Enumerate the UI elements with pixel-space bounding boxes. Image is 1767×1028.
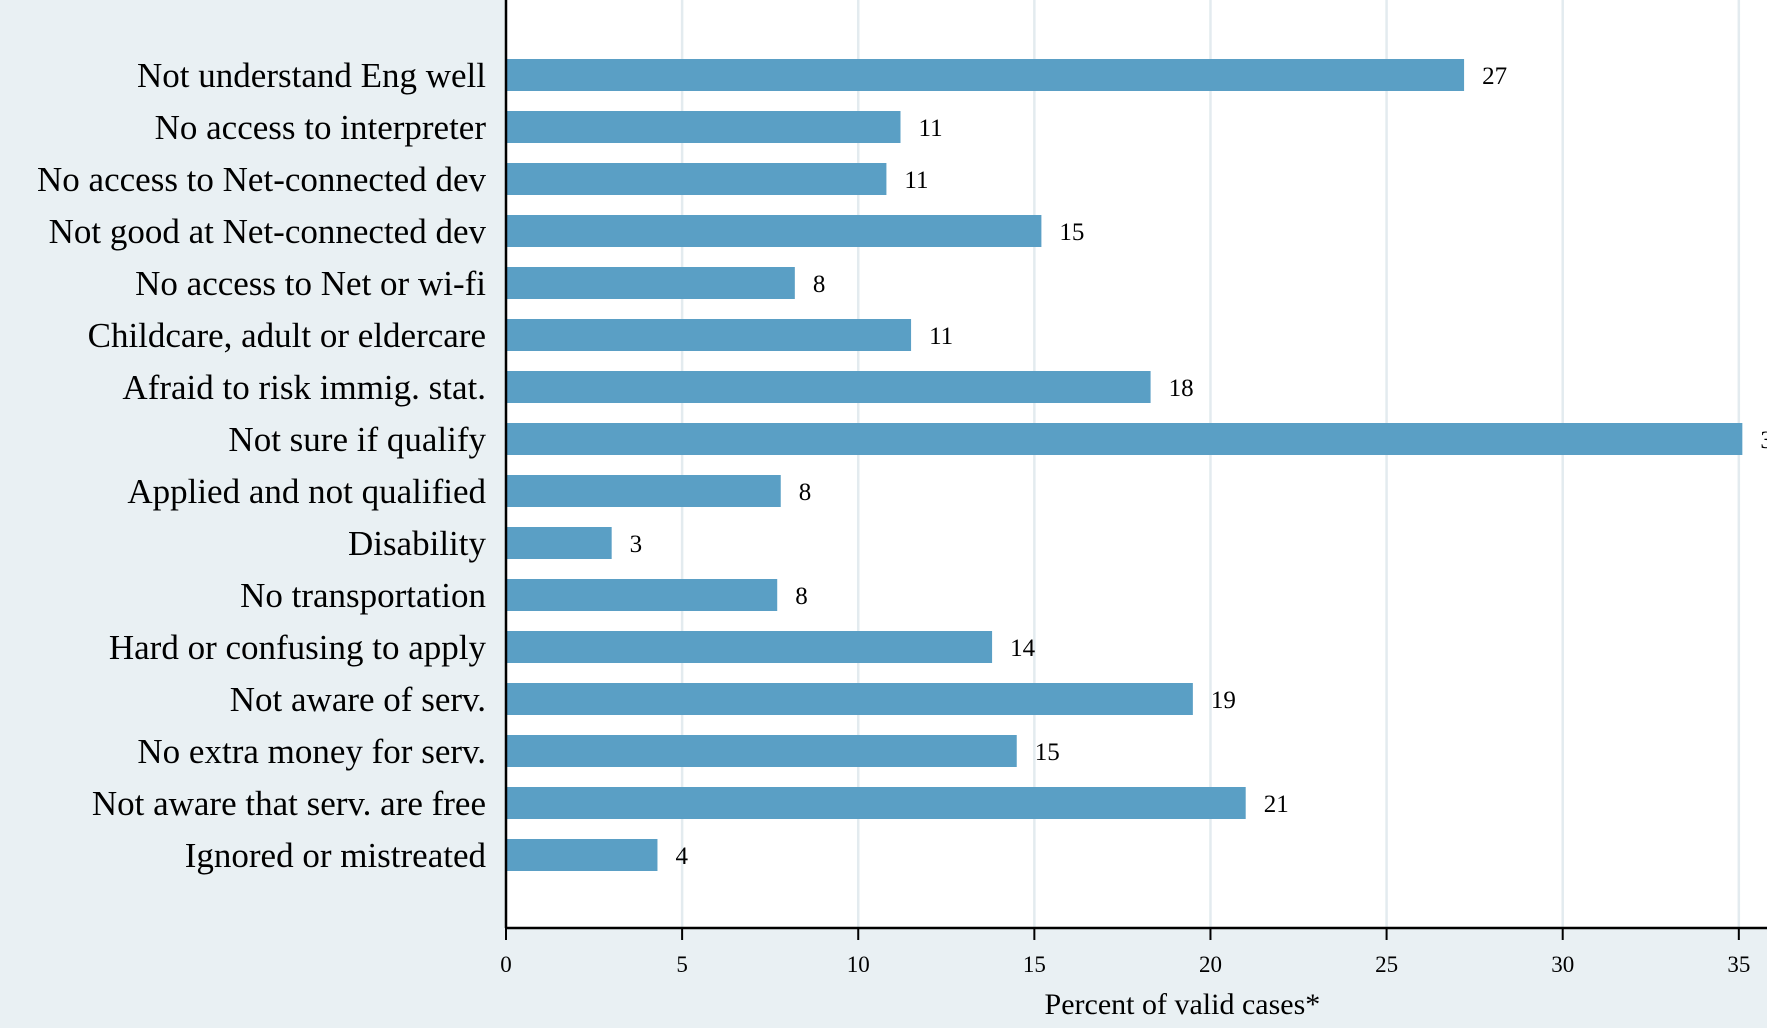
bar bbox=[507, 839, 658, 871]
x-tick-label: 10 bbox=[847, 952, 870, 977]
bar bbox=[507, 423, 1743, 455]
category-label: Not aware that serv. are free bbox=[92, 784, 486, 823]
category-label: No access to interpreter bbox=[155, 108, 487, 147]
category-label: No transportation bbox=[240, 576, 486, 615]
category-label: Not good at Net-connected dev bbox=[49, 212, 487, 251]
category-label: Not understand Eng well bbox=[137, 56, 486, 95]
gridlines bbox=[680, 0, 1741, 928]
x-tick-label: 0 bbox=[500, 952, 512, 977]
axes bbox=[504, 0, 1767, 930]
value-labels: 27 11 11 15 8 11 18 35 8 3 8 14 19 15 21 4 bbox=[630, 63, 1767, 870]
bar bbox=[507, 631, 993, 663]
value-label: 27 bbox=[1482, 63, 1507, 90]
value-label: 8 bbox=[799, 479, 812, 506]
x-tick-label: 5 bbox=[676, 952, 688, 977]
x-ticks: 0 5 10 15 20 25 30 35 bbox=[500, 928, 1750, 977]
x-tick-label: 30 bbox=[1551, 952, 1574, 977]
bar bbox=[507, 111, 901, 143]
bar bbox=[507, 319, 912, 351]
bar bbox=[507, 527, 612, 559]
value-label: 3 bbox=[630, 531, 643, 558]
bar bbox=[507, 163, 887, 195]
category-labels: Not understand Eng well No access to inte… bbox=[37, 56, 486, 875]
bar bbox=[507, 683, 1193, 715]
x-tick-label: 35 bbox=[1727, 952, 1750, 977]
bars bbox=[507, 59, 1743, 871]
x-tick-label: 20 bbox=[1199, 952, 1222, 977]
value-label: 8 bbox=[795, 583, 808, 610]
bar bbox=[507, 59, 1465, 91]
category-label: Hard or confusing to apply bbox=[109, 628, 487, 667]
category-label: No extra money for serv. bbox=[137, 732, 486, 771]
plot-area bbox=[506, 0, 1767, 928]
category-label: Childcare, adult or eldercare bbox=[88, 316, 486, 355]
value-label: 4 bbox=[675, 843, 688, 870]
category-label: Applied and not qualified bbox=[127, 472, 486, 511]
value-label: 18 bbox=[1169, 375, 1194, 402]
x-axis-title: Percent of valid cases* bbox=[1045, 988, 1321, 1021]
bar bbox=[507, 475, 781, 507]
value-label: 15 bbox=[1059, 219, 1084, 246]
bar bbox=[507, 735, 1017, 767]
value-label: 11 bbox=[904, 167, 928, 194]
category-label: Ignored or mistreated bbox=[185, 836, 487, 875]
bar bbox=[507, 371, 1151, 403]
category-label: No access to Net or wi-fi bbox=[135, 264, 486, 303]
value-label: 19 bbox=[1211, 687, 1236, 714]
value-label: 14 bbox=[1010, 635, 1035, 662]
value-label: 8 bbox=[813, 271, 826, 298]
value-label: 35 bbox=[1760, 427, 1767, 454]
bar bbox=[507, 787, 1246, 819]
category-label: Disability bbox=[348, 524, 487, 563]
x-tick-label: 25 bbox=[1375, 952, 1398, 977]
bar bbox=[507, 215, 1042, 247]
category-label: No access to Net-connected dev bbox=[37, 160, 486, 199]
category-label: Not sure if qualify bbox=[228, 420, 486, 459]
x-tick-label: 15 bbox=[1023, 952, 1046, 977]
value-label: 15 bbox=[1035, 739, 1060, 766]
value-label: 21 bbox=[1264, 791, 1289, 818]
category-label: Not aware of serv. bbox=[230, 680, 486, 719]
value-label: 11 bbox=[929, 323, 953, 350]
category-label: Afraid to risk immig. stat. bbox=[122, 368, 486, 407]
bar bbox=[507, 579, 778, 611]
value-label: 11 bbox=[919, 115, 943, 142]
bar bbox=[507, 267, 795, 299]
